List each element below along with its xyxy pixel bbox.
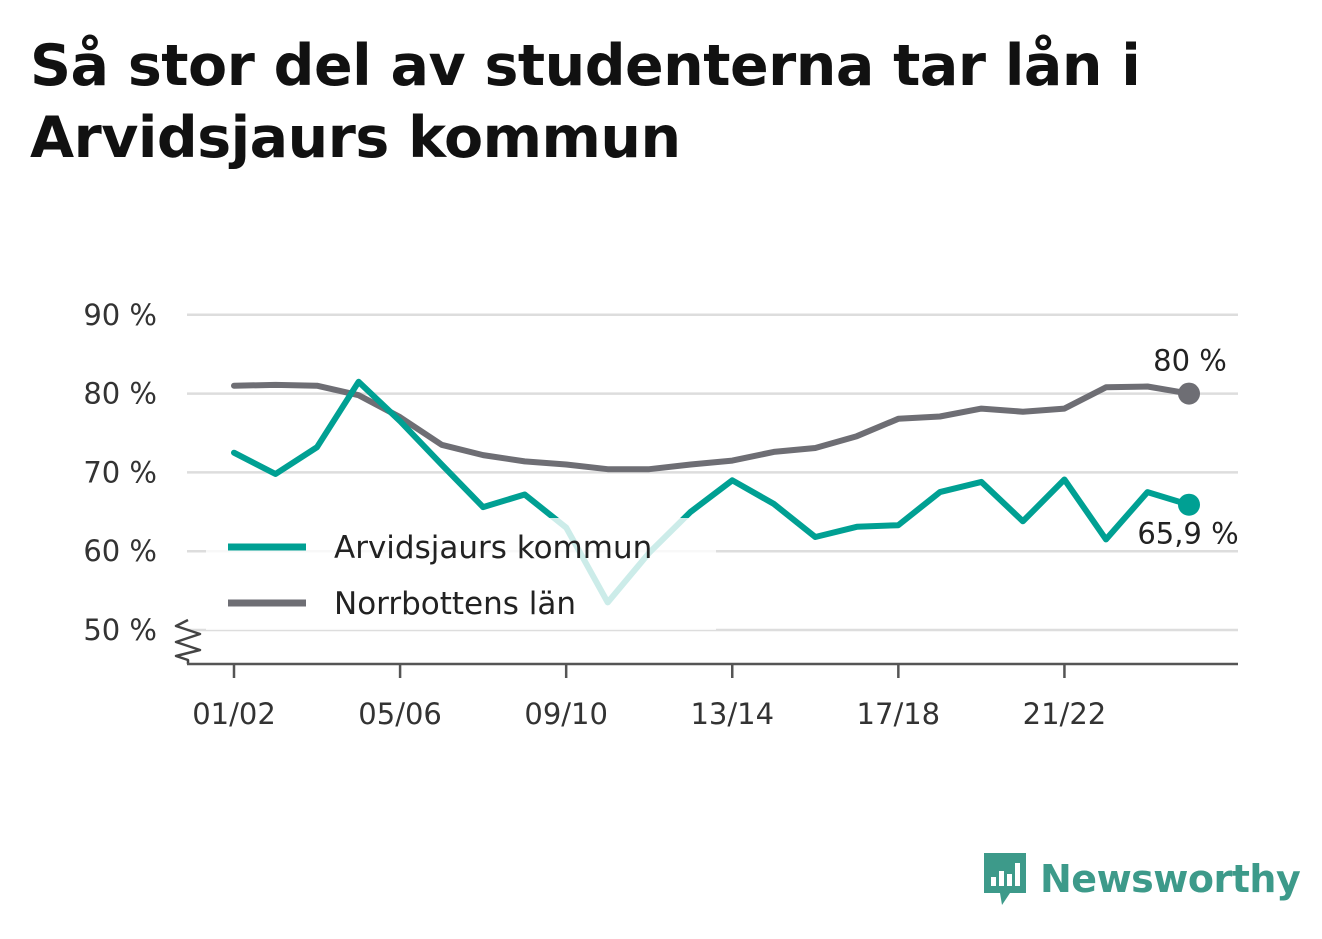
x-tick-label: 05/06 (358, 697, 442, 731)
series-lines (231, 378, 1192, 606)
brand-name: Newsworthy (1040, 857, 1301, 901)
legend-label: Norrbottens län (334, 586, 576, 622)
y-tick-label: 70 % (83, 455, 157, 489)
end-marker (1178, 493, 1200, 516)
legend-background (206, 518, 716, 630)
newsworthy-logo-icon (984, 853, 1026, 905)
newsworthy-brand: Newsworthy (980, 848, 1301, 910)
x-tick-label: 01/02 (192, 697, 276, 731)
x-tick-label: 13/14 (690, 697, 774, 731)
series-line (231, 378, 1192, 606)
y-tick-label: 50 % (83, 613, 157, 647)
x-tick-label: 17/18 (857, 697, 941, 731)
y-axis-ticks: 50 % 60 % 70 % 80 % 90 % (83, 298, 202, 664)
axis-break-icon (174, 618, 202, 664)
end-label: 65,9 % (1137, 517, 1238, 551)
legend: Arvidsjaurs kommun Norrbottens län (206, 518, 716, 630)
x-tick-label: 21/22 (1023, 697, 1107, 731)
end-marker (1178, 382, 1200, 405)
x-axis: 01/02 05/06 09/10 13/14 17/18 21/22 (187, 662, 1238, 731)
y-tick-label: 90 % (83, 298, 157, 332)
chart-title: Så stor del av studenterna tar lån i Arv… (30, 33, 1141, 171)
y-tick-label: 60 % (83, 534, 157, 568)
end-markers: 65,9 % 80 % (1134, 341, 1241, 554)
x-tick-label: 09/10 (524, 697, 608, 731)
end-label: 80 % (1153, 344, 1227, 378)
legend-label: Arvidsjaurs kommun (334, 530, 652, 566)
y-tick-label: 80 % (83, 377, 157, 411)
